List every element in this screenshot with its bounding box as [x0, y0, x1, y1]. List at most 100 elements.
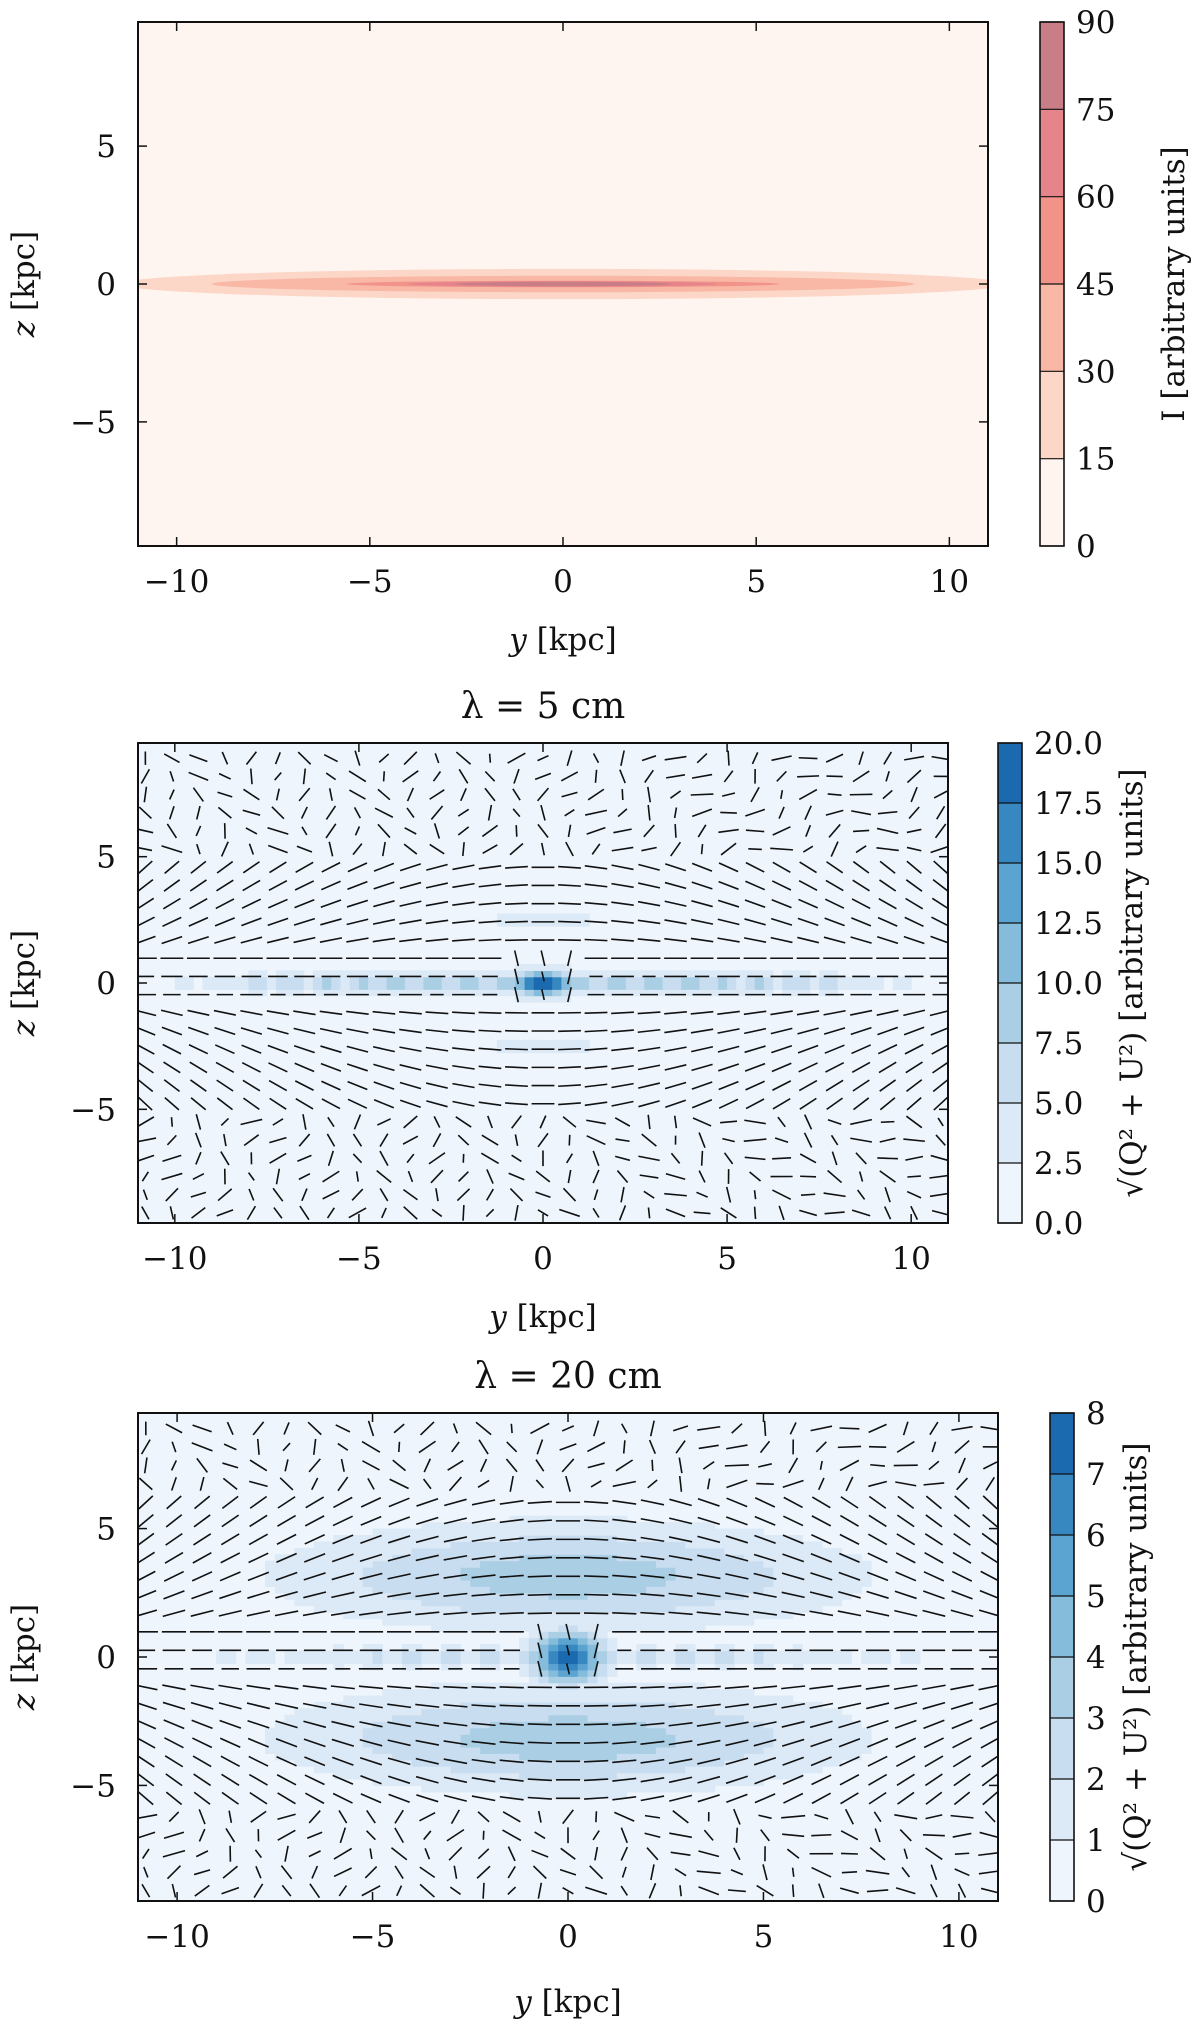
polarization-vector: [952, 1755, 972, 1768]
emission-cell: [714, 1560, 725, 1568]
polarization-vector: [612, 1537, 637, 1542]
polarization-vector: [894, 1609, 918, 1617]
emission-cell: [792, 1753, 804, 1761]
polarization-vector: [811, 1774, 832, 1786]
polarization-vector: [471, 1704, 496, 1708]
emission-cell: [773, 1657, 784, 1665]
polarization-vector: [242, 809, 261, 816]
emission-cell: [734, 1695, 745, 1703]
emission-cell: [558, 1663, 569, 1671]
polarization-vector: [718, 1063, 740, 1072]
emission-cell: [763, 1695, 774, 1703]
polarization-vector: [228, 1810, 233, 1823]
emission-cell: [548, 1657, 559, 1665]
polarization-vector: [223, 1134, 227, 1147]
emission-cell: [431, 1785, 442, 1793]
emission-cell: [743, 1573, 755, 1581]
polarization-vector: [584, 1556, 609, 1560]
emission-cell: [421, 1605, 432, 1613]
polarization-vector: [537, 1132, 549, 1148]
polarization-vector: [565, 1663, 571, 1675]
emission-cell: [763, 1740, 774, 1748]
emission-cell: [714, 1579, 725, 1587]
polarization-vector: [770, 936, 793, 944]
emission-cell: [528, 1618, 540, 1626]
polarization-vector: [527, 1778, 552, 1782]
emission-cell: [519, 1573, 530, 1581]
polarization-vector: [925, 1495, 942, 1510]
emission-cell: [343, 1746, 354, 1754]
emission-cell: [695, 1721, 706, 1729]
polarization-vector: [352, 1153, 363, 1164]
emission-cell: [616, 1541, 628, 1549]
emission-cell: [372, 1657, 383, 1665]
emission-cell: [533, 976, 544, 984]
emission-cell: [548, 1669, 559, 1677]
emission-cell: [382, 1605, 393, 1613]
emission-cell: [519, 1772, 530, 1780]
polarization-vector: [499, 1612, 524, 1615]
emission-cell: [831, 1547, 843, 1555]
emission-cell: [675, 1708, 686, 1716]
polarization-vector: [778, 1205, 785, 1221]
polarization-vector: [562, 1809, 574, 1825]
emission-cell: [362, 1586, 374, 1594]
emission-cell: [690, 976, 701, 984]
polarization-vector: [826, 775, 843, 778]
polarization-vector: [637, 900, 661, 907]
emission-cell: [773, 1605, 784, 1613]
emission-cell: [313, 1708, 325, 1716]
emission-cell: [489, 1663, 501, 1671]
emission-cell: [304, 1554, 315, 1562]
emission-cell: [499, 1579, 510, 1587]
polarization-vector: [499, 1722, 524, 1726]
emission-cell: [469, 983, 480, 990]
polarization-vector: [696, 752, 708, 764]
emission-cell: [841, 1592, 853, 1600]
emission-cell: [294, 1560, 305, 1568]
emission-cell: [577, 1663, 589, 1671]
polarization-vector: [637, 919, 661, 925]
emission-cell: [870, 1650, 882, 1658]
emission-cell: [561, 970, 572, 978]
emission-cell: [499, 1695, 510, 1703]
emission-cell: [460, 983, 470, 990]
polarization-vector: [455, 751, 472, 765]
polarization-vector: [138, 828, 154, 834]
emission-cell: [695, 1554, 706, 1562]
polarization-vector: [690, 793, 714, 796]
emission-cell: [528, 1676, 540, 1684]
emission-cell: [480, 1573, 491, 1581]
emission-cell: [343, 1714, 354, 1722]
emission-cell: [294, 983, 305, 990]
emission-cell: [506, 970, 516, 978]
emission-cell: [577, 1554, 589, 1562]
polarization-vector: [397, 1441, 401, 1453]
emission-cell: [587, 1612, 598, 1620]
emission-cell: [519, 1721, 530, 1729]
polarization-vector: [753, 1739, 777, 1747]
emission-cell: [695, 1689, 706, 1697]
polarization-vector: [753, 1553, 777, 1563]
polarization-vector: [399, 1011, 422, 1015]
colorbar-tick-label: 1: [1086, 1823, 1106, 1859]
emission-cell: [607, 1605, 618, 1613]
polarization-vector: [189, 754, 208, 763]
emission-cell: [515, 995, 526, 1003]
polarization-vector: [478, 1065, 502, 1070]
emission-cell: [607, 1541, 618, 1549]
polarization-vector: [471, 1740, 496, 1745]
emission-cell: [509, 1567, 520, 1575]
emission-cell: [841, 1657, 853, 1665]
polarization-vector: [163, 1719, 185, 1730]
polarization-vector: [770, 1027, 793, 1035]
polarization-vector: [798, 1062, 818, 1073]
emission-cell: [646, 1753, 657, 1761]
emission-cell: [323, 1759, 335, 1767]
emission-cell: [431, 1554, 442, 1562]
polarization-vector: [505, 1029, 528, 1033]
polarization-vector: [809, 1685, 834, 1690]
polarization-vector: [138, 1044, 155, 1055]
emission-cell: [743, 1740, 755, 1748]
emission-cell: [499, 1560, 510, 1568]
